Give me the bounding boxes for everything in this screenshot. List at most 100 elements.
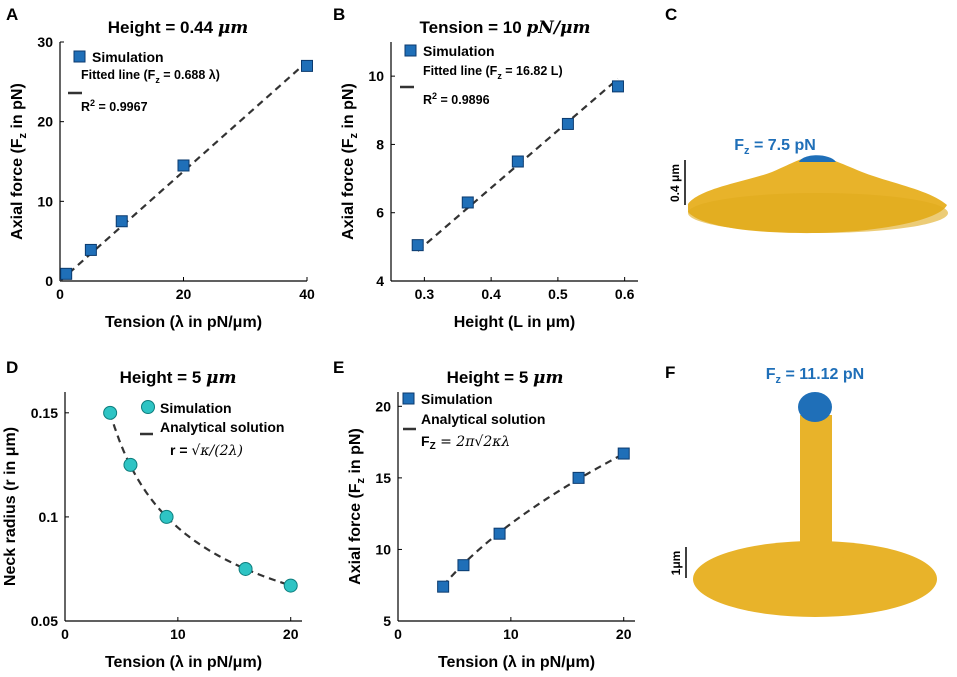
panel-c-scale-label: 0.4 μm — [668, 164, 682, 202]
legend-d-analytical: Analytical solution — [160, 419, 284, 435]
chart-a: 0 20 40 0 10 20 30 Tension (λ in pN/μm) Axial fo… — [9, 34, 315, 331]
membrane-base — [693, 541, 937, 617]
chart-e: 0 10 20 5 10 15 20 Tension (λ in pN/μm) Axial fo… — [347, 392, 635, 671]
legend-e-square-icon — [402, 392, 415, 405]
chart-d-point — [283, 578, 298, 593]
chart-e-xtick-label: 0 — [394, 626, 402, 642]
chart-b-point — [511, 155, 524, 168]
legend-a-r2: R2 = 0.9967 — [81, 98, 148, 114]
chart-a-xtick-label: 0 — [56, 286, 64, 302]
chart-d-point — [238, 561, 253, 576]
chart-b-xtick-label: 0.3 — [415, 286, 435, 302]
chart-d-xlabel: Tension (λ in pN/μm) — [105, 654, 262, 671]
chart-b-point — [411, 239, 424, 252]
chart-a-legend: Simulation Fitted line (Fz = 0.688 λ) R2… — [68, 49, 220, 114]
chart-b-ytick-label: 10 — [368, 68, 384, 84]
chart-a-ylabel: Axial force (Fz in pN) — [9, 83, 29, 240]
panel-f-tip — [798, 392, 832, 422]
chart-b-xtick-label: 0.4 — [481, 286, 501, 302]
legend-b-r2: R2 = 0.9896 — [423, 91, 490, 107]
chart-d-fit-line — [109, 412, 292, 587]
chart-a-xlabel: Tension (λ in pN/μm) — [105, 314, 262, 331]
chart-e-ytick-label: 5 — [383, 613, 391, 629]
panel-letter-e: E — [333, 358, 344, 377]
chart-a-point — [115, 215, 128, 228]
chart-b-point — [461, 196, 474, 209]
chart-d-point — [123, 457, 138, 472]
panel-letter-b: B — [333, 5, 345, 24]
legend-b-square-icon — [404, 44, 417, 57]
chart-a-ytick-label: 0 — [45, 273, 53, 289]
legend-e-formula: FZ = 2π√2κλ — [421, 433, 510, 452]
chart-b-ytick-label: 6 — [376, 205, 384, 221]
chart-e-point — [457, 559, 470, 572]
legend-e-simulation: Simulation — [421, 391, 493, 407]
legend-d-simulation: Simulation — [160, 400, 232, 416]
chart-d-ytick-label: 0.1 — [39, 509, 59, 525]
panel-f-scale-label: 1μm — [669, 551, 683, 576]
chart-b-xlabel: Height (L in μm) — [454, 314, 575, 331]
chart-d-ytick-label: 0.05 — [31, 613, 58, 629]
chart-d-ytick-label: 0.15 — [31, 405, 58, 421]
chart-b-xtick-label: 0.5 — [548, 286, 568, 302]
chart-d-title: Height = 5 μm — [120, 368, 237, 388]
chart-e-xtick-label: 20 — [616, 626, 632, 642]
chart-b-ytick-label: 4 — [376, 273, 384, 289]
chart-e-ytick-label: 20 — [375, 398, 391, 414]
chart-e-ytick-label: 15 — [375, 470, 391, 486]
chart-a-xtick-label: 40 — [299, 286, 315, 302]
panel-c-tip — [799, 155, 836, 162]
chart-d-xtick-label: 0 — [61, 626, 69, 642]
chart-b-point — [561, 117, 574, 130]
chart-d-ylabel: Neck radius (r in μm) — [2, 427, 19, 586]
chart-e-point — [617, 447, 630, 460]
legend-a-square-icon — [73, 50, 86, 63]
chart-d-point — [159, 509, 174, 524]
membrane-base — [688, 193, 948, 233]
chart-b-ytick-label: 8 — [376, 136, 384, 152]
legend-a-simulation: Simulation — [92, 49, 164, 65]
panel-letter-d: D — [6, 358, 18, 377]
chart-d-legend: Simulation Analytical solution r = √κ/(2… — [140, 400, 284, 459]
chart-e-fit-line — [442, 452, 625, 587]
chart-d: 0 10 20 0.05 0.1 0.15 Tension (λ in pN/μm) Neck… — [2, 392, 302, 671]
panel-letter-c: C — [665, 5, 677, 24]
legend-b-simulation: Simulation — [423, 43, 495, 59]
panel-f-illustration: Fz = 11.12 pN 1μm — [669, 366, 937, 617]
chart-b-ylabel: Axial force (Fz in pN) — [340, 83, 360, 240]
chart-e-point — [572, 471, 585, 484]
legend-d-formula: r = √κ/(2λ) — [170, 442, 243, 459]
chart-d-xtick-label: 10 — [170, 626, 186, 642]
panel-c-force-label: Fz = 7.5 pN — [734, 137, 816, 157]
chart-e-xtick-label: 10 — [503, 626, 519, 642]
chart-e-point — [437, 580, 450, 593]
chart-e-ylabel: Axial force (Fz in pN) — [347, 428, 367, 585]
chart-a-ytick-label: 10 — [37, 193, 53, 209]
chart-e-point — [493, 527, 506, 540]
chart-b-point — [611, 80, 624, 93]
legend-a-fit: Fitted line (Fz = 0.688 λ) — [81, 68, 220, 85]
panel-c-illustration: Fz = 7.5 pN 0.4 μm — [668, 137, 948, 234]
chart-a-point — [177, 159, 190, 172]
chart-a-point — [301, 59, 313, 72]
panel-letter-a: A — [6, 5, 18, 24]
chart-d-xtick-label: 20 — [283, 626, 299, 642]
chart-b: 0.3 0.4 0.5 0.6 4 6 8 10 Height (L in μm) Axial f… — [340, 42, 638, 331]
chart-e-legend: Simulation Analytical solution FZ = 2π√2… — [402, 391, 545, 452]
chart-e-xlabel: Tension (λ in pN/μm) — [438, 654, 595, 671]
chart-e-ytick-label: 10 — [375, 541, 391, 557]
membrane-tube — [770, 415, 860, 562]
legend-d-circle-icon — [141, 400, 155, 414]
legend-e-analytical: Analytical solution — [421, 411, 545, 427]
chart-b-xtick-label: 0.6 — [615, 286, 635, 302]
panel-f-force-label: Fz = 11.12 pN — [766, 366, 864, 386]
chart-d-point — [103, 405, 118, 420]
chart-a-ytick-label: 20 — [37, 114, 53, 130]
chart-b-title: Tension = 10 pN/μm — [420, 18, 591, 38]
chart-a-point — [60, 267, 73, 280]
legend-b-fit: Fitted line (Fz = 16.82 L) — [423, 64, 563, 81]
chart-a-xtick-label: 20 — [176, 286, 192, 302]
chart-b-legend: Simulation Fitted line (Fz = 16.82 L) R2… — [400, 43, 563, 107]
chart-a-title: Height = 0.44 μm — [108, 18, 249, 38]
